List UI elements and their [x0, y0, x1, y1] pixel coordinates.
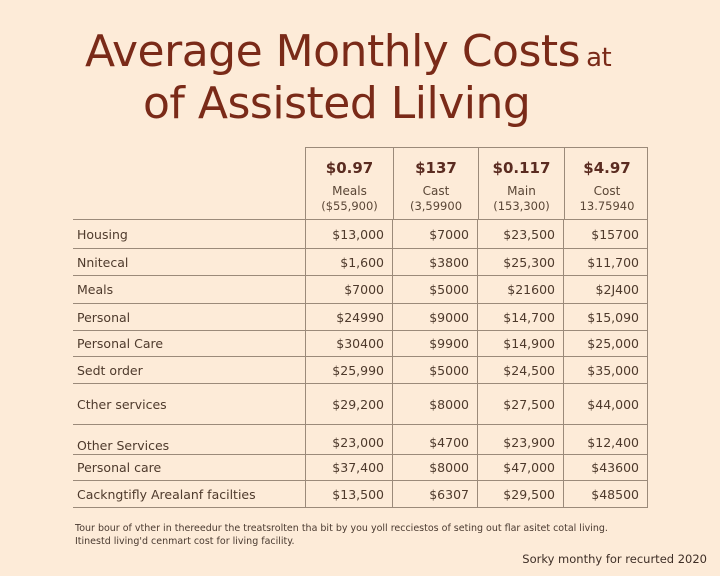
column-price: $4.97	[583, 159, 631, 177]
table-cell: $44,000	[563, 384, 648, 424]
column-subtitle: ($55,900)	[321, 199, 378, 213]
table-cell: $37,400	[305, 455, 392, 480]
column-subtitle: 13.75940	[579, 199, 635, 213]
table-cell: $25,300	[477, 249, 563, 275]
title-line-1: Average Monthly Costs at	[85, 26, 612, 77]
column-label: Cast	[422, 184, 450, 198]
column-header: $137 Cast (3,59900	[393, 148, 478, 220]
row-label: Personal Care	[77, 336, 164, 351]
table-cell: $4700	[392, 425, 477, 454]
table-cell: $2J400	[563, 276, 648, 303]
table-row: Other Services $23,000 $4700 $23,900 $12…	[73, 424, 648, 454]
table-row: Nnitecal $1,600 $3800 $25,300 $11,700	[73, 248, 648, 275]
title-line-2: of Assisted Lilving	[143, 78, 531, 129]
table-cell: $24990	[305, 304, 392, 330]
table-cell: $35,000	[563, 357, 648, 383]
table-cell: $8000	[392, 384, 477, 424]
table-cell: $7000	[392, 220, 477, 248]
column-header: $0.117 Main (153,300)	[478, 148, 564, 220]
table-cell: $48500	[563, 481, 648, 507]
table-cell: $3800	[392, 249, 477, 275]
column-price: $0.117	[492, 159, 551, 177]
table-cell: $12,400	[563, 425, 648, 454]
column-label: Meals	[332, 184, 367, 198]
table-cell: $23,000	[305, 425, 392, 454]
table-cell: $47,000	[477, 455, 563, 480]
table-cell: $14,900	[477, 331, 563, 356]
table-cell: $25,990	[305, 357, 392, 383]
row-label: Meals	[77, 282, 114, 297]
footnote-line-1: Tour bour of vther in thereedur the trea…	[75, 523, 608, 534]
row-label: Nnitecal	[77, 254, 129, 270]
table-row: Personal Care $30400 $9900 $14,900 $25,0…	[73, 330, 648, 356]
table-row: Personal $24990 $9000 $14,700 $15,090	[73, 303, 648, 330]
table-cell: $5000	[392, 357, 477, 383]
column-header: $0.97 Meals ($55,900)	[306, 148, 393, 220]
title-line-1-suffix: at	[586, 43, 612, 73]
table-cell: $6307	[392, 481, 477, 507]
table-cell: $30400	[305, 331, 392, 356]
row-label: Personal	[77, 309, 131, 325]
row-label: Cackngtifly Arealanf facilties	[77, 486, 256, 502]
table-cell: $25,000	[563, 331, 648, 356]
column-price: $137	[415, 159, 457, 177]
table-cell: $23,500	[477, 220, 563, 248]
table-cell: $5000	[392, 276, 477, 303]
table-cell: $9900	[392, 331, 477, 356]
table-cell: $21600	[477, 276, 563, 303]
column-subtitle: (153,300)	[493, 199, 550, 213]
table-cell: $15700	[563, 220, 648, 248]
table-header: $0.97 Meals ($55,900) $137 Cast (3,59900…	[305, 147, 649, 220]
row-label: Sedt order	[77, 362, 143, 378]
column-subtitle: (3,59900	[409, 199, 463, 213]
table-cell: $23,900	[477, 425, 563, 454]
column-label: Main	[507, 184, 536, 198]
table-cell: $11,700	[563, 249, 648, 275]
table-row: Meals $7000 $5000 $21600 $2J400	[73, 275, 648, 303]
table-cell: $15,090	[563, 304, 648, 330]
footnote-line-2: Itinestd living'd cenmart cost for livin…	[75, 536, 295, 547]
row-label: Cther services	[77, 396, 167, 412]
table-row: Cther services $29,200 $8000 $27,500 $44…	[73, 383, 648, 424]
table-cell: $43600	[563, 455, 648, 480]
column-price: $0.97	[325, 159, 374, 177]
table-cell: $9000	[392, 304, 477, 330]
table-row: Personal care $37,400 $8000 $47,000 $436…	[73, 454, 648, 480]
table-cell: $7000	[305, 276, 392, 303]
table-row: Housing $13,000 $7000 $23,500 $15700	[73, 219, 648, 248]
column-label: Cost	[593, 184, 621, 198]
footnote: Tour bour of vther in thereedur the trea…	[75, 522, 608, 548]
table-cell: $29,200	[305, 384, 392, 424]
row-label: Personal care	[77, 460, 162, 475]
table-cell: $13,500	[305, 481, 392, 507]
title-line-1-text: Average Monthly Costs	[85, 26, 581, 77]
table-cell: $14,700	[477, 304, 563, 330]
table-cell: $1,600	[305, 249, 392, 275]
table-cell: $27,500	[477, 384, 563, 424]
row-label: Housing	[77, 226, 128, 242]
table-cell: $13,000	[305, 220, 392, 248]
table-cell: $24,500	[477, 357, 563, 383]
table-cell: $8000	[392, 455, 477, 480]
table-row: Sedt order $25,990 $5000 $24,500 $35,000	[73, 356, 648, 383]
column-header: $4.97 Cost 13.75940	[564, 148, 649, 220]
table-cell: $29,500	[477, 481, 563, 507]
source-caption: Sorky monthy for recurted 2020	[522, 552, 707, 566]
table-row: Cackngtifly Arealanf facilties $13,500 $…	[73, 480, 648, 508]
row-label: Other Services	[77, 438, 170, 453]
